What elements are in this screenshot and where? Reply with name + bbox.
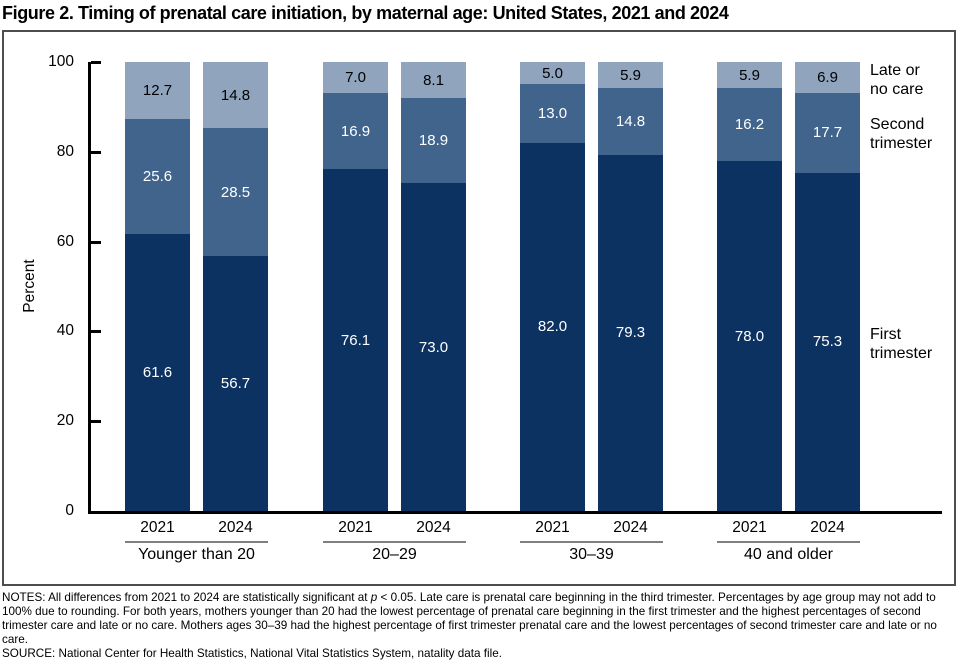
segment-late-or-no-care: 6.9 [795, 62, 860, 94]
legend-first-trimester: First trimester [870, 326, 933, 362]
notes-block: NOTES: All differences from 2021 to 2024… [2, 591, 956, 661]
source-text: SOURCE: National Center for Health Stati… [2, 647, 502, 660]
segment-value-label: 76.1 [340, 331, 371, 349]
notes-p-italic: p [370, 591, 378, 604]
legend-late-or-no-care: Late or no care [870, 62, 924, 98]
segment-first-trimester: 61.6 [125, 234, 190, 511]
x-tick-year-2021: 2021 [140, 519, 175, 536]
group-label-younger-than-20: Younger than 20 [138, 546, 255, 563]
segment-value-label: 16.9 [340, 122, 371, 140]
bar-2024-40-and-older: 6.9 17.7 75.3 [795, 62, 860, 511]
y-tick-mark [91, 330, 101, 334]
group-label-30-39: 30–39 [569, 546, 614, 563]
segment-first-trimester: 56.7 [203, 256, 268, 511]
segment-first-trimester: 78.0 [717, 161, 782, 512]
segment-value-label: 61.6 [142, 364, 173, 382]
x-tick-year-2024: 2024 [810, 519, 845, 536]
segment-second-trimester: 16.9 [323, 93, 388, 170]
segment-value-label: 17.7 [812, 124, 843, 142]
segment-late-or-no-care: 7.0 [323, 62, 388, 94]
group-underline [520, 541, 663, 543]
x-tick-year-2021: 2021 [535, 519, 570, 536]
y-tick-label: 100 [48, 53, 74, 70]
segment-value-label: 18.9 [418, 132, 449, 150]
segment-late-or-no-care: 5.0 [520, 62, 585, 85]
y-tick-mark [91, 61, 101, 64]
x-tick-year-2021: 2021 [732, 519, 767, 536]
group-underline [323, 541, 466, 543]
segment-first-trimester: 79.3 [598, 154, 663, 511]
bar-2021-younger-than-20: 12.7 25.6 61.6 [125, 62, 190, 511]
segment-first-trimester: 76.1 [323, 169, 388, 511]
y-tick-label: 80 [56, 142, 74, 160]
segment-value-label: 7.0 [345, 69, 366, 87]
group-underline [717, 541, 860, 543]
group-underline [125, 541, 268, 543]
segment-value-label: 14.8 [615, 113, 646, 131]
segment-value-label: 56.7 [220, 375, 251, 393]
segment-first-trimester: 73.0 [401, 183, 466, 511]
segment-value-label: 8.1 [423, 71, 444, 89]
x-tick-year-2024: 2024 [416, 519, 451, 536]
segment-first-trimester: 75.3 [795, 172, 860, 511]
y-tick-mark [91, 240, 101, 244]
segment-value-label: 12.7 [142, 82, 173, 100]
bar-2021-40-and-older: 5.9 16.2 78.0 [717, 62, 782, 512]
x-tick-year-2024: 2024 [613, 519, 648, 536]
segment-second-trimester: 16.2 [717, 88, 782, 162]
segment-value-label: 25.6 [142, 168, 173, 186]
segment-value-label: 28.5 [220, 183, 251, 201]
segment-first-trimester: 82.0 [520, 142, 585, 512]
y-axis-line [88, 62, 91, 514]
y-tick-label: 0 [65, 502, 74, 519]
segment-value-label: 79.3 [615, 324, 646, 342]
segment-value-label: 82.0 [537, 318, 568, 336]
segment-late-or-no-care: 12.7 [125, 62, 190, 120]
y-tick-label: 40 [56, 322, 74, 340]
figure-title: Figure 2. Timing of prenatal care initia… [2, 3, 729, 23]
segment-second-trimester: 17.7 [795, 93, 860, 173]
segment-value-label: 14.8 [220, 86, 251, 104]
y-tick-mark [91, 150, 101, 154]
notes-text-prefix: NOTES: All differences from 2021 to 2024… [2, 591, 371, 604]
bar-2021-20-29: 7.0 16.9 76.1 [323, 62, 388, 511]
segment-second-trimester: 25.6 [125, 119, 190, 235]
y-tick-label: 20 [56, 412, 74, 430]
group-label-40-and-older: 40 and older [744, 546, 833, 563]
x-axis-line [88, 511, 942, 514]
segment-late-or-no-care: 5.9 [717, 62, 782, 89]
segment-value-label: 75.3 [812, 333, 843, 351]
segment-late-or-no-care: 8.1 [401, 62, 466, 99]
segment-value-label: 5.9 [620, 66, 641, 84]
bar-2024-20-29: 8.1 18.9 73.0 [401, 62, 466, 511]
chart-area: Percent Late or no care Second trimester… [2, 30, 956, 586]
segment-late-or-no-care: 14.8 [203, 62, 268, 129]
segment-second-trimester: 18.9 [401, 98, 466, 184]
group-label-20-29: 20–29 [372, 546, 417, 563]
y-tick-mark [91, 420, 101, 424]
legend-second-trimester: Second trimester [870, 116, 933, 152]
bar-2024-younger-than-20: 14.8 28.5 56.7 [203, 62, 268, 511]
segment-value-label: 73.0 [418, 338, 449, 356]
x-tick-year-2021: 2021 [338, 519, 373, 536]
bar-2021-30-39: 5.0 13.0 82.0 [520, 62, 585, 512]
segment-value-label: 6.9 [817, 69, 838, 86]
segment-second-trimester: 14.8 [598, 88, 663, 155]
x-tick-year-2024: 2024 [218, 519, 253, 536]
y-axis-title: Percent [21, 259, 38, 313]
segment-value-label: 5.9 [739, 66, 760, 84]
segment-late-or-no-care: 5.9 [598, 62, 663, 89]
segment-value-label: 16.2 [734, 116, 765, 134]
segment-value-label: 13.0 [537, 105, 568, 123]
segment-second-trimester: 28.5 [203, 128, 268, 257]
y-tick-label: 60 [56, 232, 74, 250]
segment-value-label: 5.0 [542, 64, 563, 82]
plot-area: Percent Late or no care Second trimester… [4, 32, 954, 584]
notes-text-suffix: < 0.05. Late care is prenatal care begin… [2, 591, 937, 646]
segment-value-label: 78.0 [734, 327, 765, 345]
segment-second-trimester: 13.0 [520, 84, 585, 143]
bar-2024-30-39: 5.9 14.8 79.3 [598, 62, 663, 511]
